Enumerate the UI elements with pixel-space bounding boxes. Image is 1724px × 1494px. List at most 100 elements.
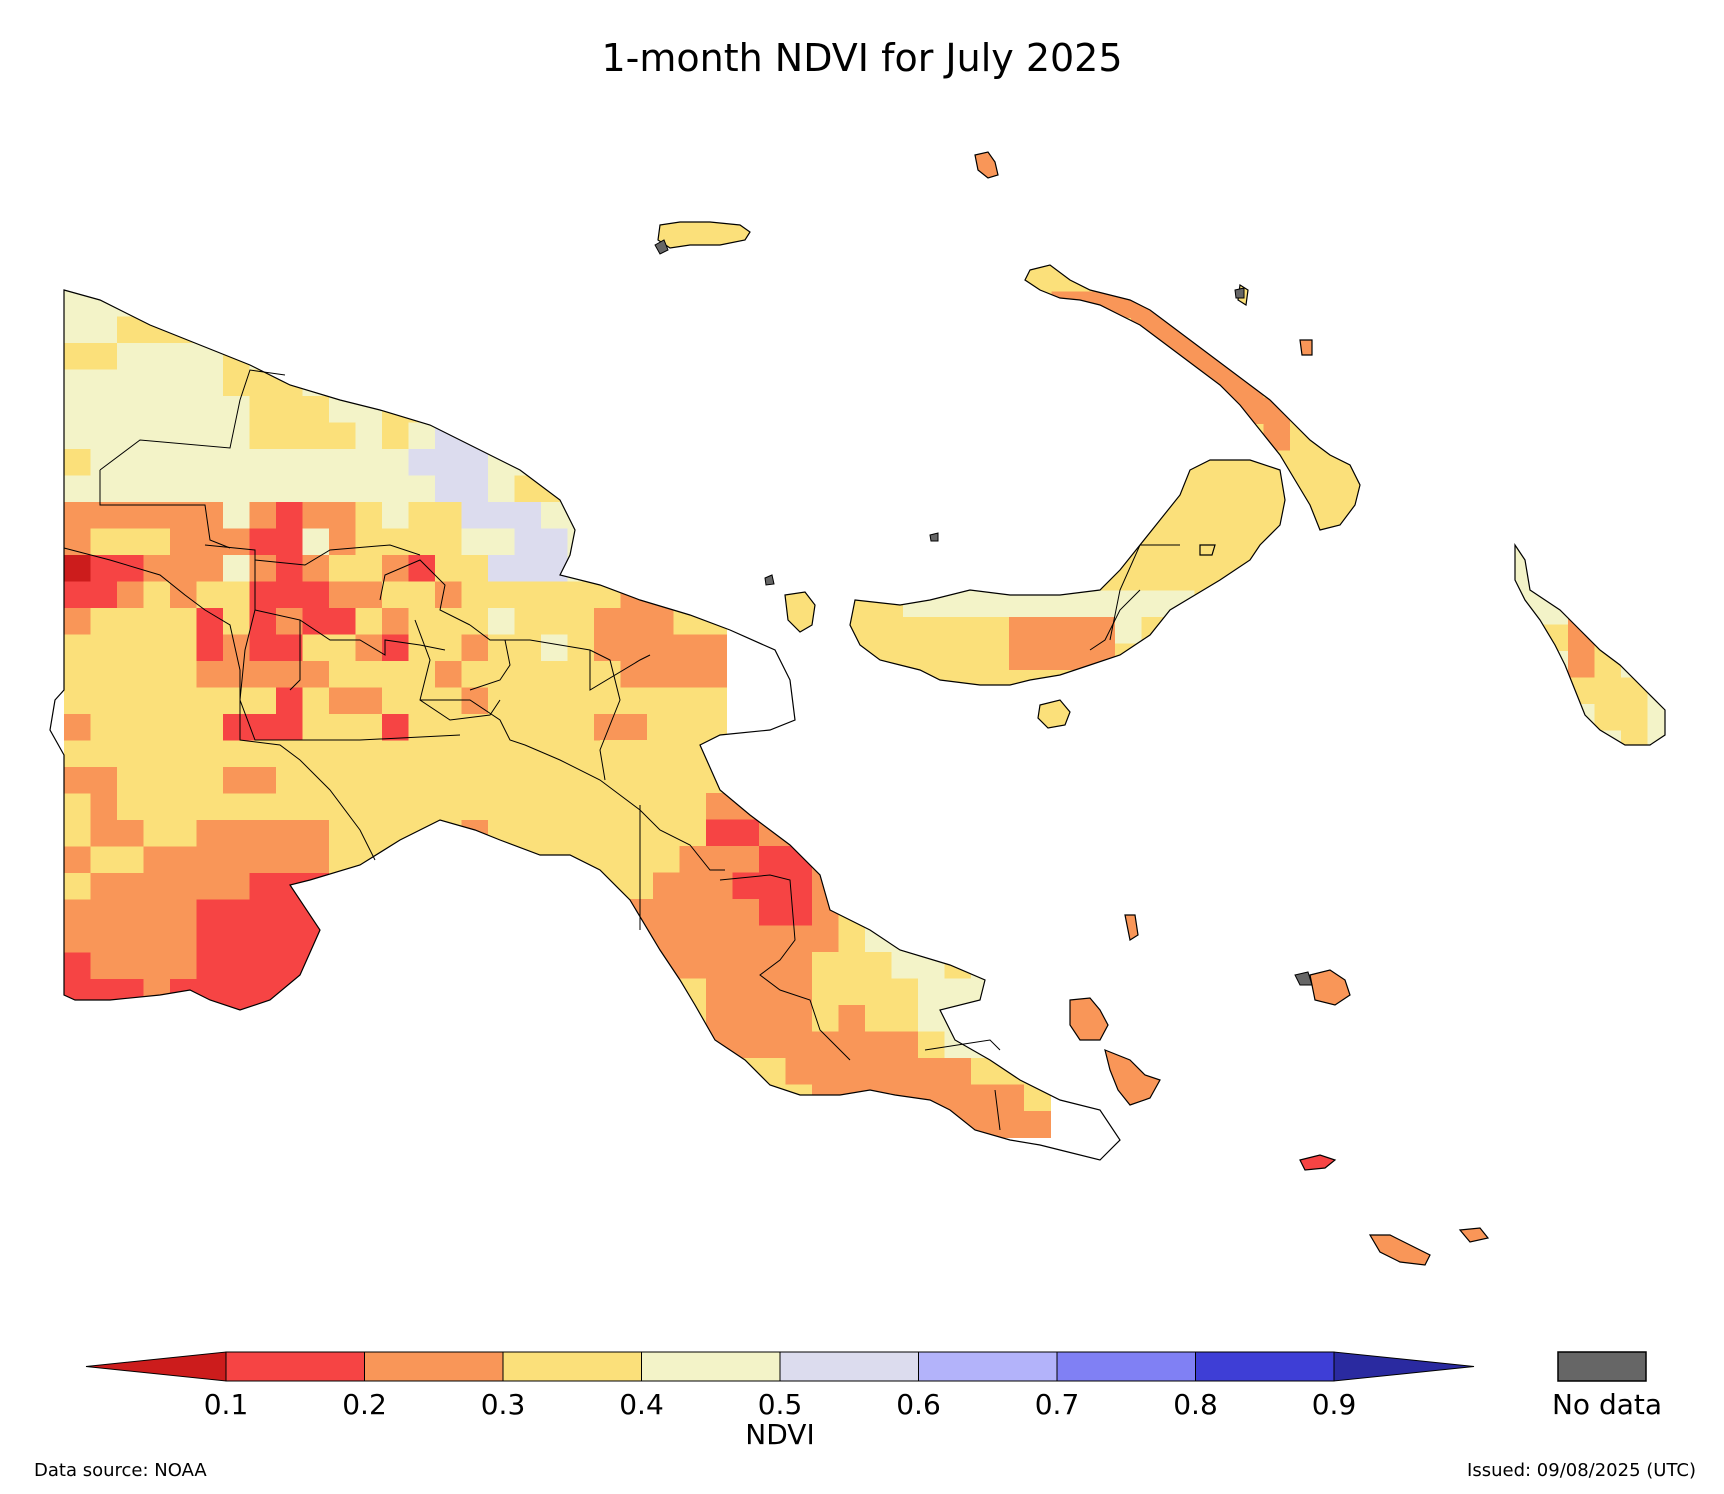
ndvi-cell <box>276 634 303 662</box>
ndvi-cell <box>223 820 250 847</box>
colorbar-segment <box>502 1351 642 1382</box>
ndvi-cell <box>759 925 786 953</box>
ndvi-cell <box>1568 651 1595 678</box>
ndvi-cell <box>90 793 118 821</box>
ndvi-cell <box>302 767 330 794</box>
ndvi-cell <box>223 899 250 927</box>
ndvi-cell <box>249 581 277 609</box>
ndvi-cell <box>355 714 383 741</box>
ndvi-cell <box>838 1058 866 1085</box>
colorbar-extend-high <box>1333 1351 1475 1382</box>
ndvi-cell <box>488 475 515 503</box>
ndvi-cell <box>223 952 250 980</box>
ndvi-cell <box>461 608 489 635</box>
ndvi-cell <box>706 872 733 900</box>
ndvi-cell <box>838 978 866 1006</box>
ndvi-cell <box>944 1058 972 1085</box>
ndvi-cell <box>732 819 760 847</box>
ndvi-cell <box>1221 537 1248 565</box>
ndvi-cell <box>355 687 383 715</box>
ndvi-cell <box>812 1058 839 1085</box>
ndvi-cell <box>170 502 197 529</box>
ndvi-cell <box>1184 503 1211 531</box>
ndvi-cell <box>408 528 436 556</box>
ndvi-cell <box>64 873 91 900</box>
ndvi-cell <box>64 740 91 768</box>
ndvi-cell <box>64 449 91 476</box>
ndvi-cell <box>541 767 568 794</box>
ndvi-cell <box>382 449 409 476</box>
ndvi-cell <box>64 608 91 635</box>
ndvi-cell <box>196 952 224 980</box>
ndvi-cell <box>276 793 303 821</box>
ndvi-cell <box>90 873 118 900</box>
ndvi-cell <box>865 1005 892 1032</box>
ndvi-cell <box>567 820 595 847</box>
ndvi-cell <box>223 475 250 503</box>
ndvi-cell <box>461 767 489 794</box>
ndvi-cell <box>170 820 197 847</box>
ndvi-cell <box>653 899 680 926</box>
ndvi-cell <box>64 343 91 370</box>
ndvi-cell <box>276 820 303 847</box>
ndvi-cell <box>143 343 171 370</box>
ndvi-cell <box>302 502 330 529</box>
ndvi-cell <box>117 740 144 768</box>
ndvi-cell <box>435 475 462 503</box>
ndvi-cell <box>514 528 542 556</box>
colorbar-tick-label: 0.5 <box>757 1388 803 1421</box>
ndvi-cell <box>117 661 144 688</box>
ndvi-cell <box>488 608 515 635</box>
ndvi-cell <box>302 475 330 503</box>
ndvi-cell <box>944 978 972 1006</box>
ndvi-cell <box>1062 590 1089 618</box>
ndvi-cell <box>117 608 144 635</box>
ndvi-cell <box>329 555 356 582</box>
ndvi-cell <box>626 766 654 794</box>
ndvi-cell <box>620 714 648 741</box>
colorbar-tick-label: 0.4 <box>619 1388 664 1421</box>
data-source-note: Data source: NOAA <box>34 1460 207 1481</box>
ndvi-cell <box>785 1031 813 1059</box>
ndvi-cell <box>956 643 983 671</box>
ndvi-cell <box>355 422 383 450</box>
ndvi-cell <box>488 634 515 662</box>
ndvi-cell <box>276 475 303 503</box>
ndvi-cell <box>653 766 680 794</box>
ndvi-cell <box>812 925 839 953</box>
ndvi-cell <box>382 793 409 821</box>
ndvi-cell <box>64 634 91 662</box>
ndvi-cell <box>302 793 330 821</box>
ndvi-cell <box>143 899 171 927</box>
colorbar-tick-label: 0.8 <box>1173 1388 1218 1421</box>
ndvi-cell <box>488 581 515 609</box>
ndvi-cell <box>1115 617 1142 644</box>
colorbar-tick-label: 0.1 <box>203 1388 249 1421</box>
ndvi-cell <box>461 661 489 688</box>
ndvi-cell <box>812 978 839 1006</box>
colorbar-segment <box>641 1351 781 1382</box>
ndvi-cell <box>223 422 250 450</box>
ndvi-cell <box>567 740 595 768</box>
ndvi-cell <box>1062 643 1089 671</box>
ndvi-cell <box>170 343 197 370</box>
ndvi-cell <box>918 1058 945 1085</box>
ndvi-cell <box>64 687 91 715</box>
ndvi-cell <box>891 1031 919 1059</box>
ndvi-cell <box>382 608 409 635</box>
ndvi-cell <box>673 661 701 688</box>
ndvi-cell <box>196 926 224 953</box>
ndvi-cell <box>276 608 303 635</box>
ndvi-cell <box>249 528 277 556</box>
ndvi-cell <box>329 528 356 556</box>
ndvi-cell <box>812 952 839 979</box>
ndvi-cell <box>64 581 91 609</box>
ndvi-cell <box>143 740 171 768</box>
ndvi-cell <box>382 528 409 556</box>
ndvi-cell <box>956 617 983 644</box>
ndvi-cell <box>249 475 277 503</box>
ndvi-cell <box>143 555 171 582</box>
ndvi-cell <box>329 661 356 688</box>
ndvi-cell <box>223 449 250 476</box>
colorbar-label: NDVI <box>745 1418 815 1451</box>
